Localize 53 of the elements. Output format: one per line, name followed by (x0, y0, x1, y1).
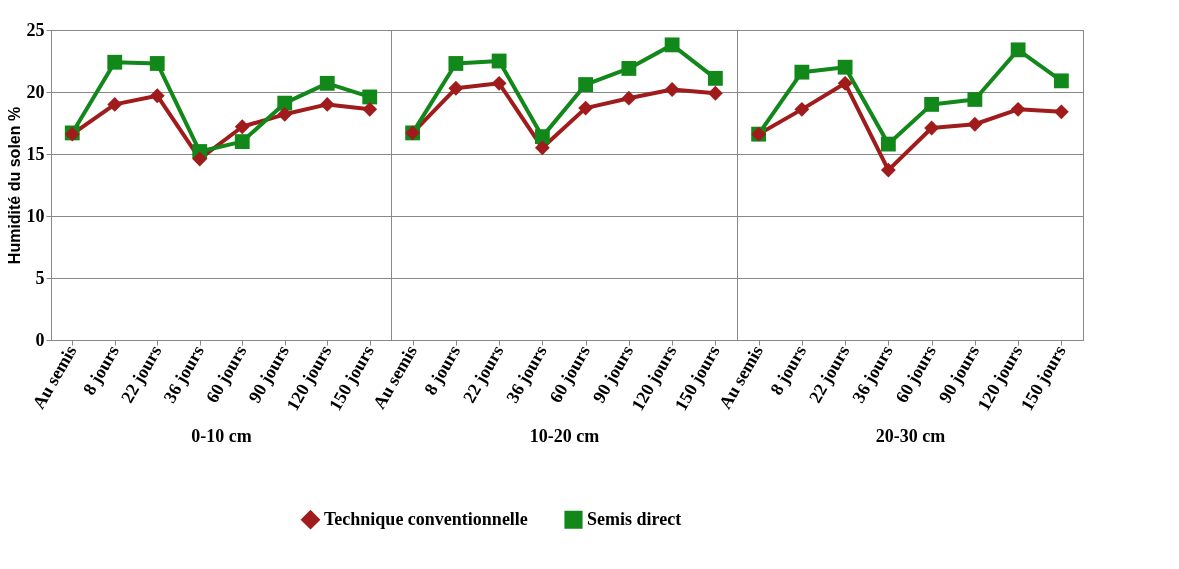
point (880, 162, 896, 178)
point (967, 116, 983, 132)
point (107, 54, 123, 70)
point (967, 92, 983, 107)
point (621, 61, 637, 76)
point (277, 95, 293, 111)
point (1053, 73, 1069, 89)
point (707, 70, 723, 86)
y-tick-label: 0 (35, 329, 45, 350)
point (837, 75, 853, 91)
y-tick-label: 15 (26, 143, 45, 164)
point (107, 96, 123, 112)
point (837, 59, 853, 75)
point (794, 64, 810, 80)
point (534, 140, 550, 156)
legend-label: Semis direct (587, 508, 682, 529)
point (924, 120, 940, 136)
legend-label: Technique conventionnelle (324, 508, 528, 529)
point (319, 75, 335, 91)
point (491, 53, 507, 69)
y-axis-title: Humidité du solen % (5, 106, 23, 265)
point (578, 100, 594, 116)
y-tick-label: 25 (26, 19, 45, 40)
point (1053, 104, 1069, 120)
y-tick-label: 10 (26, 205, 45, 226)
point (664, 37, 680, 53)
point (794, 101, 810, 117)
point (1010, 42, 1026, 58)
point (534, 129, 550, 145)
point (192, 151, 208, 167)
point (234, 119, 250, 135)
point (707, 85, 723, 101)
y-tick-label: 5 (35, 267, 45, 288)
point (149, 88, 165, 104)
point (880, 136, 896, 152)
point (578, 77, 594, 92)
x-axis-title: 20-30 cm (875, 425, 946, 446)
point (319, 96, 335, 112)
point (362, 89, 378, 105)
x-axis-title: 10-20 cm (529, 425, 600, 446)
point (149, 56, 165, 71)
point (362, 101, 378, 117)
x-axis-title: 0-10 cm (191, 425, 252, 446)
point (448, 80, 464, 96)
point (448, 56, 464, 71)
y-tick-label: 20 (26, 81, 45, 102)
point (924, 96, 940, 112)
point (491, 75, 507, 91)
point (664, 82, 680, 97)
point (277, 106, 293, 122)
point (1010, 101, 1026, 117)
point (621, 90, 637, 106)
point (234, 134, 250, 150)
